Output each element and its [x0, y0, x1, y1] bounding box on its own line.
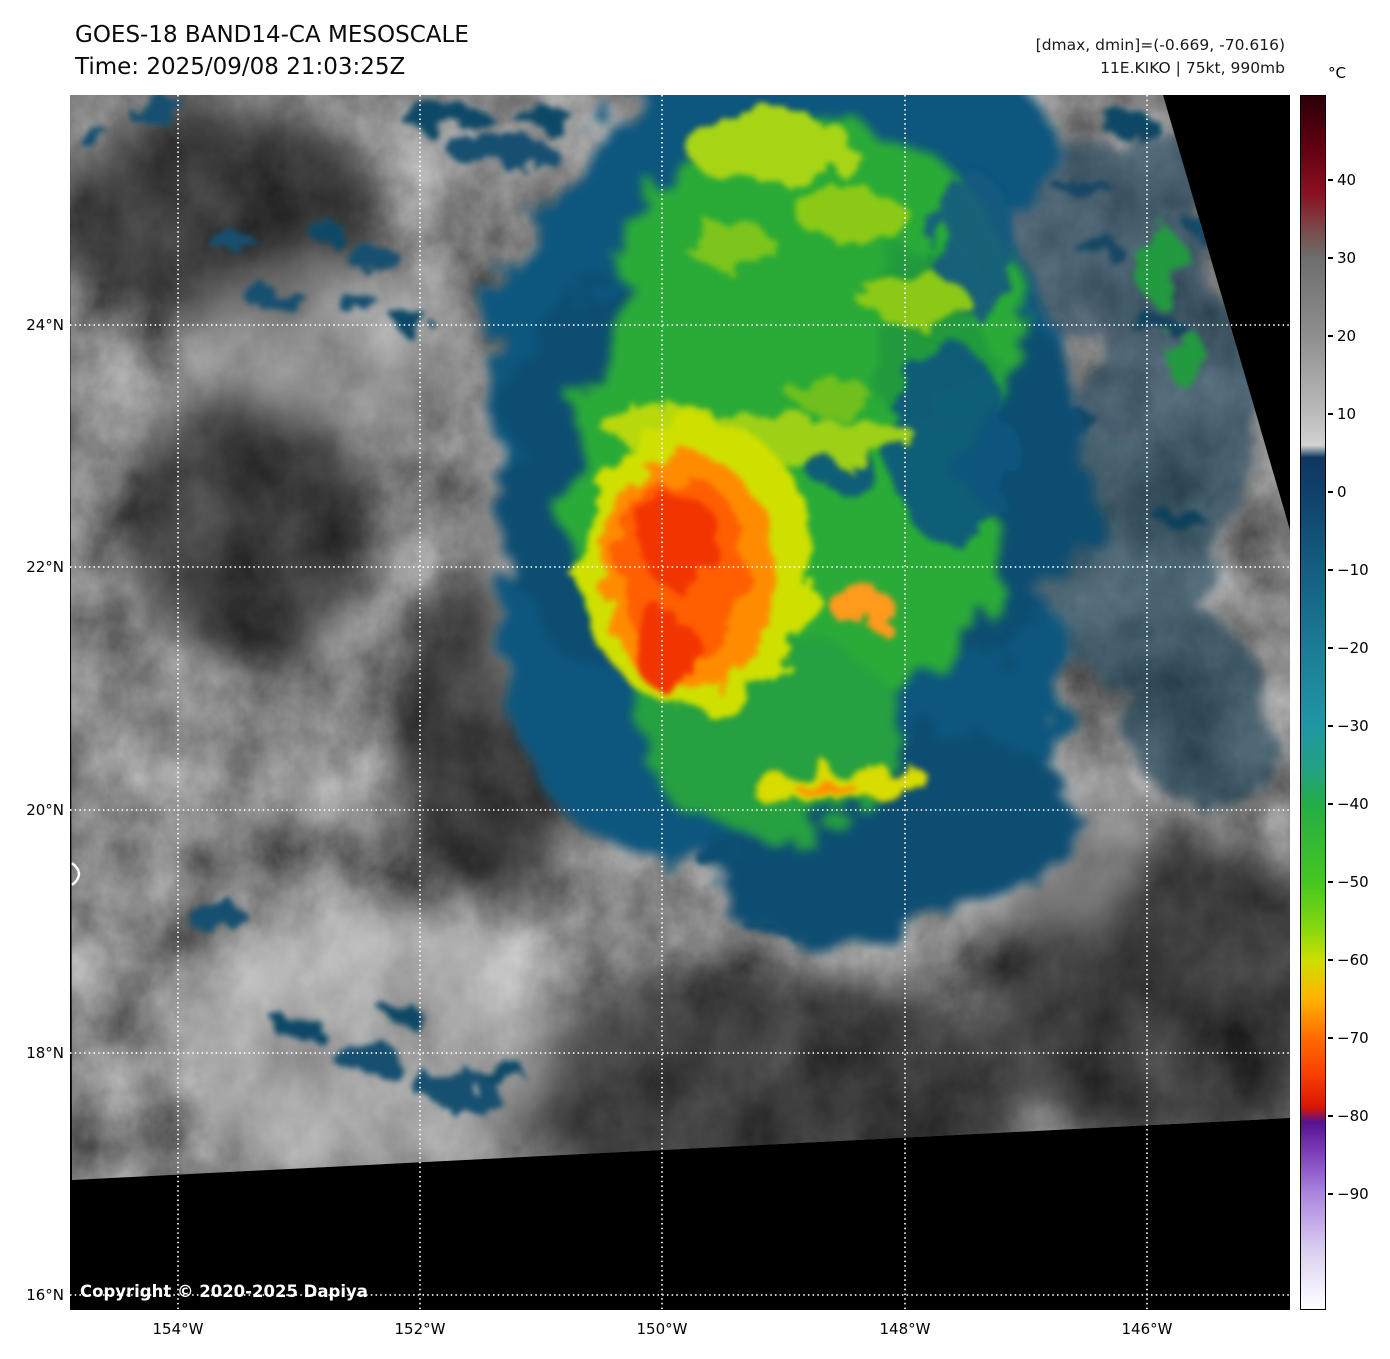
colorbar-tick-m50: −50 [1328, 873, 1369, 891]
colorbar-tick-40: 40 [1328, 171, 1356, 189]
colorbar-tick-m30: −30 [1328, 717, 1369, 735]
storm-info-readout: 11E.KIKO | 75kt, 990mb [1100, 59, 1285, 77]
colorbar-tick-m90: −90 [1328, 1185, 1369, 1203]
satellite-map-plot [70, 95, 1290, 1310]
colorbar-unit-label: °C [1328, 64, 1346, 82]
lat-label-20n: 20°N [26, 801, 64, 819]
yellow-green-streaks [597, 111, 1203, 803]
dmax-dmin-readout: [dmax, dmin]=(-0.669, -70.616) [1035, 36, 1285, 54]
colorbar-tick-m40: −40 [1328, 795, 1369, 813]
colorbar-tick-m10: −10 [1328, 561, 1369, 579]
colorbar-tick-30: 30 [1328, 249, 1356, 267]
lat-label-22n: 22°N [26, 558, 64, 576]
lon-label-154w: 154°W [152, 1320, 204, 1338]
colorbar-tick-m70: −70 [1328, 1029, 1369, 1047]
coastline-mark [71, 862, 81, 886]
lat-label-18n: 18°N [26, 1044, 64, 1062]
temperature-colorbar [1300, 95, 1326, 1310]
storm-core [580, 420, 894, 796]
colorbar-tick-m20: −20 [1328, 639, 1369, 657]
satellite-image [70, 95, 1290, 1310]
scattered-blue-clouds [74, 99, 1234, 1104]
colorbar-tick-m60: −60 [1328, 951, 1369, 969]
colorbar-tick-m80: −80 [1328, 1107, 1369, 1125]
lat-label-24n: 24°N [26, 316, 64, 334]
lon-label-150w: 150°W [636, 1320, 688, 1338]
lon-label-152w: 152°W [394, 1320, 446, 1338]
lon-label-146w: 146°W [1121, 1320, 1173, 1338]
copyright-text: Copyright © 2020-2025 Dapiya [80, 1282, 368, 1301]
teal-intrusions [805, 175, 1015, 545]
page-title: GOES-18 BAND14-CA MESOSCALE [75, 22, 469, 48]
gridlines [70, 95, 1290, 1310]
colorbar-tick-10: 10 [1328, 405, 1356, 423]
lat-label-16n: 16°N [26, 1286, 64, 1304]
colorbar-tick-20: 20 [1328, 327, 1356, 345]
lon-label-148w: 148°W [879, 1320, 931, 1338]
timestamp-line: Time: 2025/09/08 21:03:25Z [75, 54, 406, 80]
colorbar-tick-0: 0 [1328, 483, 1347, 501]
